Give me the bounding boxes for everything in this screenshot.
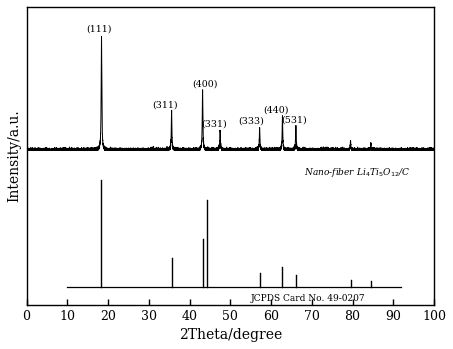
Text: (333): (333) xyxy=(239,117,265,126)
Text: Nano-fiber Li$_4$Ti$_5$O$_{12}$/C: Nano-fiber Li$_4$Ti$_5$O$_{12}$/C xyxy=(304,166,410,179)
Text: (111): (111) xyxy=(87,25,112,34)
Text: (440): (440) xyxy=(264,105,289,114)
Text: (531): (531) xyxy=(281,116,307,125)
Text: JCPDS Card No. 49-0207: JCPDS Card No. 49-0207 xyxy=(251,294,365,303)
Text: (311): (311) xyxy=(153,101,178,110)
Text: (400): (400) xyxy=(192,80,217,89)
Text: (331): (331) xyxy=(201,120,227,129)
X-axis label: 2Theta/degree: 2Theta/degree xyxy=(178,328,282,342)
Y-axis label: Intensity/a.u.: Intensity/a.u. xyxy=(7,110,21,202)
